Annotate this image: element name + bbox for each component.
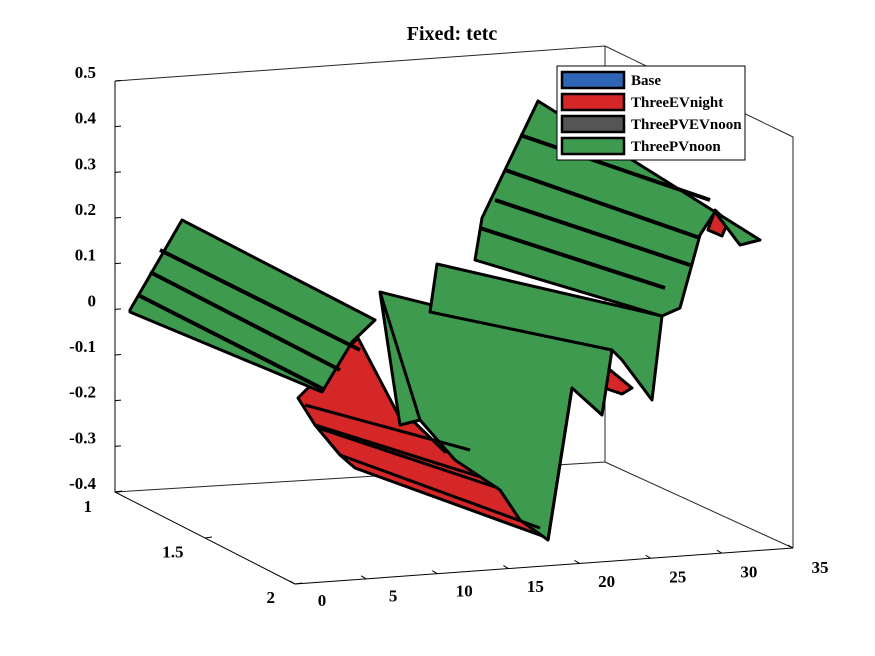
legend-swatch <box>560 114 626 134</box>
green-band-left <box>128 218 377 394</box>
y-tick-label: 1.5 <box>162 543 183 562</box>
x-tick-label: 25 <box>669 567 686 586</box>
legend-swatch <box>560 92 626 112</box>
surface-gridlines <box>139 133 711 541</box>
legend-label: ThreeEVnight <box>631 95 723 111</box>
z-tick-label: 0.1 <box>75 246 96 265</box>
x-tick-label: 35 <box>812 558 829 577</box>
y-tick-labels: 11.52 <box>84 490 303 607</box>
z-tick-label: 0.4 <box>75 109 97 128</box>
x-tick-mark <box>432 570 438 575</box>
x-tick-mark <box>289 580 296 585</box>
z-tick-mark <box>114 354 122 356</box>
z-tick-mark <box>114 445 122 447</box>
x-axis <box>294 547 794 585</box>
x-tick-mark <box>574 559 580 564</box>
x-tick-label: 5 <box>389 586 398 605</box>
legend-label: ThreePVEVnoon <box>631 117 742 133</box>
legend: Base ThreeEVnight ThreePVEVnoon ThreePVnoon <box>556 65 746 161</box>
z-tick-label: -0.1 <box>69 337 96 356</box>
z-tick-mark <box>114 80 122 82</box>
surface-patches <box>128 99 762 542</box>
z-tick-mark <box>114 125 122 128</box>
y-tick-label: 1 <box>84 497 93 516</box>
green-band-step <box>428 262 664 402</box>
x-tick-mark <box>787 544 794 549</box>
x-tick-label: 0 <box>318 591 327 610</box>
y-tick-mark <box>204 536 213 539</box>
z-tick-mark <box>114 399 122 402</box>
z-tick-label: 0.5 <box>75 63 96 82</box>
x-tick-label: 30 <box>740 563 757 582</box>
legend-label: Base <box>631 73 661 89</box>
z-tick-labels: 0.5 0.4 0.3 0.2 0.1 0 -0.1 -0.2 -0.3 -0.4 <box>69 63 122 493</box>
z-tick-label: 0.2 <box>75 200 96 219</box>
x-tick-label: 20 <box>598 572 615 591</box>
z-tick-mark <box>114 262 122 265</box>
x-tick-label: 10 <box>456 582 473 601</box>
z-tick-label: 0.3 <box>75 154 96 173</box>
z-tick-mark <box>114 171 122 173</box>
z-tick-mark <box>114 308 122 310</box>
z-tick-label: -0.4 <box>69 474 96 493</box>
x-tick-mark <box>716 549 723 554</box>
z-tick-label: 0 <box>88 291 97 310</box>
z-tick-label: -0.2 <box>69 383 96 402</box>
legend-swatch <box>560 70 626 90</box>
x-tick-label: 15 <box>527 577 544 596</box>
z-tick-mark <box>114 491 122 493</box>
y-tick-label: 2 <box>267 588 276 607</box>
legend-swatch <box>560 136 626 156</box>
legend-label: ThreePVnoon <box>631 139 721 155</box>
x-tick-labels: 0 5 10 15 20 25 30 35 <box>289 544 829 610</box>
z-tick-mark <box>114 217 122 219</box>
x-tick-mark <box>360 575 367 580</box>
chart-title: Fixed: tetc <box>407 23 498 45</box>
y-tick-mark <box>294 582 303 585</box>
x-tick-mark <box>503 565 509 570</box>
x-tick-mark <box>645 554 651 559</box>
z-tick-label: -0.3 <box>69 428 96 447</box>
